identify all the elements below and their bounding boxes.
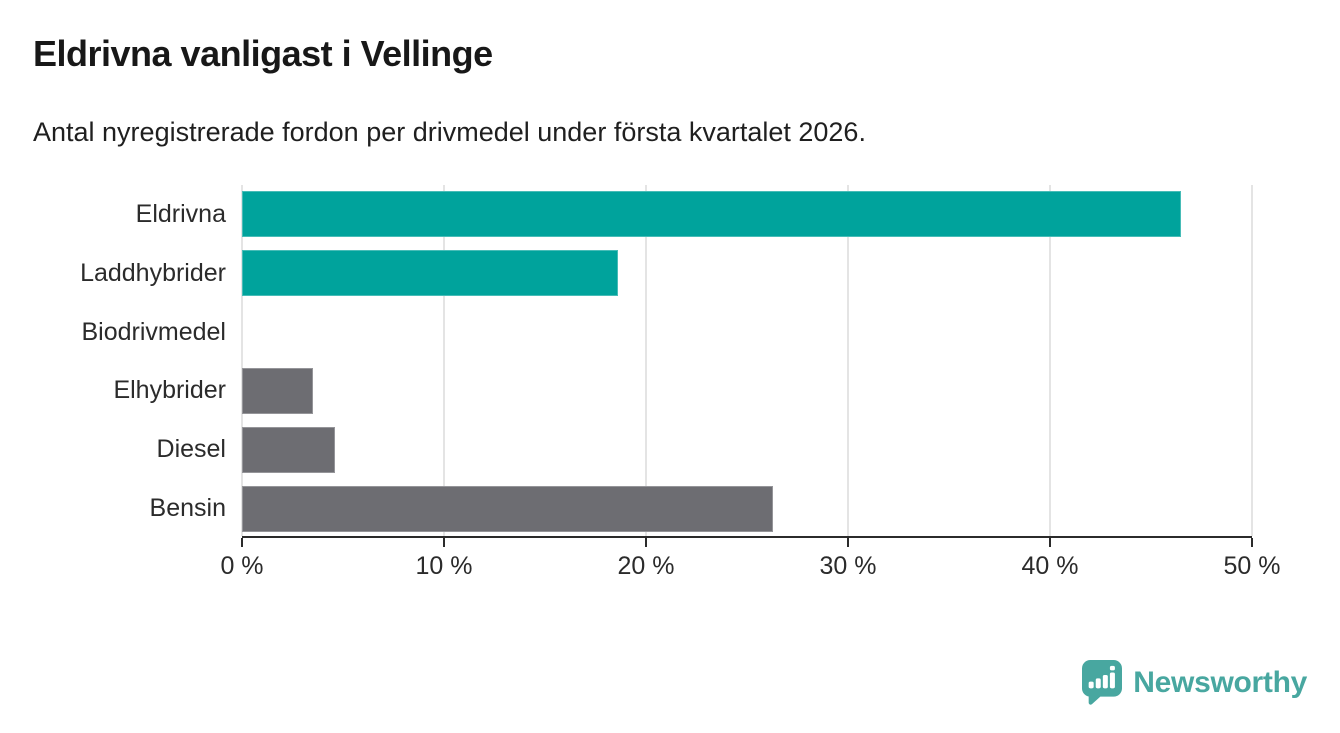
axis-tick <box>241 538 243 547</box>
gridline <box>443 185 445 536</box>
x-tick-label: 10 % <box>415 552 473 580</box>
axis-tick <box>1251 538 1253 547</box>
x-tick-label: 20 % <box>617 552 675 580</box>
x-tick-label: 50 % <box>1223 552 1281 580</box>
newsworthy-logo-text: Newsworthy <box>1133 665 1307 699</box>
bar-row <box>242 303 1252 362</box>
bar-row <box>242 244 1252 303</box>
chart-title: Eldrivna vanligast i Vellinge <box>33 33 493 74</box>
x-tick-label: 40 % <box>1021 552 1079 580</box>
category-label: Laddhybrider <box>80 258 226 287</box>
bar-bensin <box>242 485 774 532</box>
bar-laddhybrider <box>242 250 618 297</box>
gridline <box>241 185 243 536</box>
category-label: Diesel <box>156 435 226 464</box>
bar-diesel <box>242 426 335 473</box>
x-tick-label: 0 % <box>220 552 264 580</box>
plot-area <box>241 185 1253 547</box>
x-axis-tick-labels: 0 % 10 % 20 % 30 % 40 % 50 % <box>220 552 1280 586</box>
gridline <box>847 185 849 536</box>
category-label: Eldrivna <box>135 199 226 228</box>
bar-row <box>242 420 1252 479</box>
axis-tick <box>443 538 445 547</box>
axis-tick <box>1049 538 1051 547</box>
bar-eldrivna <box>242 191 1182 238</box>
bar-row <box>242 479 1252 538</box>
newsworthy-logo: Newsworthy <box>1082 660 1307 705</box>
category-label: Biodrivmedel <box>81 317 226 346</box>
x-tick-label: 30 % <box>819 552 877 580</box>
category-label: Elhybrider <box>113 376 226 405</box>
gridline <box>1251 185 1253 536</box>
category-axis-labels: Eldrivna Laddhybrider Biodrivmedel Elhybrid… <box>0 185 226 538</box>
bar-row <box>242 362 1252 421</box>
bar-elhybrider <box>242 367 313 414</box>
chart-subtitle: Antal nyregistrerade fordon per drivmede… <box>33 117 866 147</box>
axis-tick <box>847 538 849 547</box>
gridline <box>645 185 647 536</box>
newsworthy-logo-icon <box>1082 660 1123 705</box>
gridline <box>1049 185 1051 536</box>
category-label: Bensin <box>149 494 226 523</box>
bar-row <box>242 185 1252 244</box>
axis-tick <box>645 538 647 547</box>
